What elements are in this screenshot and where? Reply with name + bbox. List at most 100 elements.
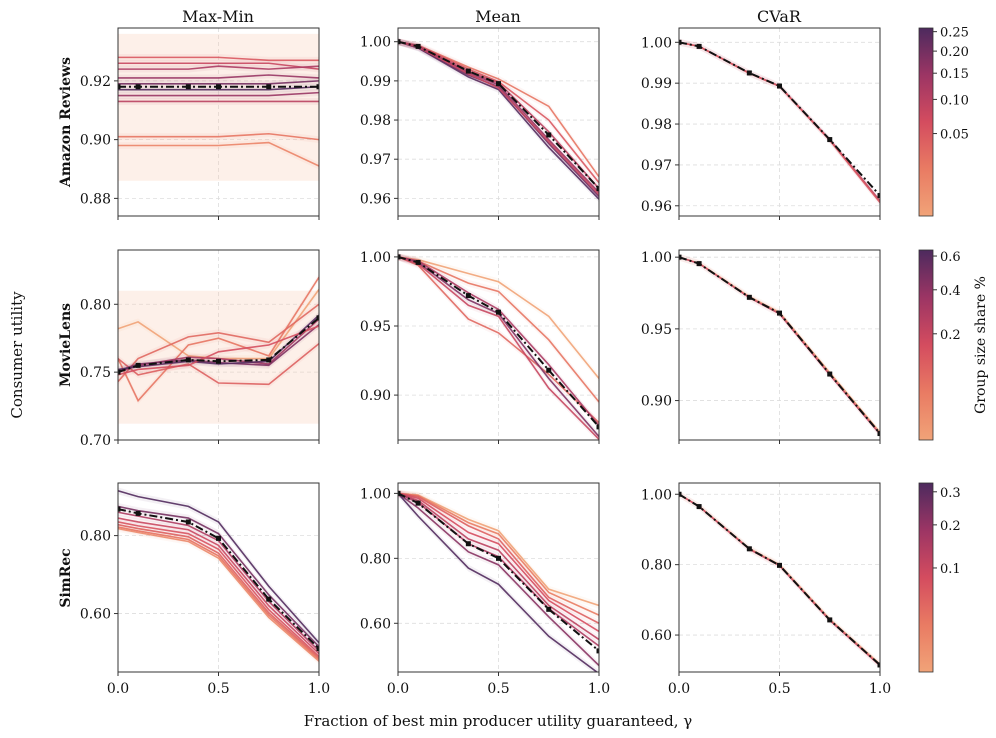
mean-marker bbox=[266, 84, 272, 90]
mean-line bbox=[118, 317, 319, 374]
col-title-mean: Mean bbox=[475, 7, 521, 26]
mean-marker bbox=[185, 519, 191, 525]
mean-marker bbox=[679, 254, 682, 260]
mean-line bbox=[118, 508, 319, 650]
colorbar-gradient bbox=[918, 27, 934, 217]
series-band bbox=[398, 489, 599, 609]
series-line bbox=[118, 325, 319, 376]
y-axis-title: Consumer utility bbox=[8, 291, 26, 419]
x-tick-label: 0.0 bbox=[387, 681, 409, 697]
mean-marker bbox=[746, 546, 752, 552]
series-line bbox=[118, 303, 319, 383]
mean-marker bbox=[465, 293, 471, 299]
mean-marker bbox=[316, 646, 319, 652]
series-line bbox=[118, 65, 319, 70]
row-title-movielens: MovieLens bbox=[58, 303, 74, 387]
series-line bbox=[118, 517, 319, 655]
series-line bbox=[118, 132, 319, 141]
plot-area bbox=[398, 38, 599, 203]
mean-marker bbox=[398, 254, 401, 260]
mean-marker bbox=[496, 309, 501, 315]
series-band bbox=[398, 489, 599, 672]
mean-marker bbox=[777, 310, 782, 316]
mean-marker bbox=[496, 81, 501, 87]
plot-area bbox=[118, 487, 319, 665]
mean-marker bbox=[827, 371, 833, 377]
uncertainty-band bbox=[118, 33, 319, 181]
mean-marker bbox=[679, 491, 682, 497]
series-line bbox=[398, 256, 599, 440]
colorbar-tick-label: 0.3 bbox=[940, 486, 961, 501]
y-tick-label: 0.80 bbox=[80, 529, 111, 545]
mean-marker bbox=[746, 294, 752, 300]
series-band bbox=[118, 139, 319, 170]
x-tick-label: 0.5 bbox=[768, 681, 790, 697]
y-tick-label: 0.98 bbox=[360, 113, 391, 129]
series-band bbox=[118, 89, 319, 99]
colorbar-tick-label: 0.10 bbox=[940, 93, 969, 108]
mean-line bbox=[679, 493, 880, 666]
series-band bbox=[118, 322, 319, 379]
grid bbox=[678, 250, 881, 440]
mean-marker bbox=[546, 367, 552, 373]
y-tick-label: 1.00 bbox=[641, 250, 672, 266]
x-axis-title: Fraction of best min producer utility gu… bbox=[304, 712, 693, 730]
mean-marker bbox=[596, 424, 599, 430]
series-band bbox=[118, 53, 319, 64]
panel-simrec-mean: 0.60 0.80 1.00 0.0 0.5 1.0 bbox=[360, 482, 610, 697]
x-tick-label: 0.0 bbox=[107, 681, 129, 697]
plot-area bbox=[398, 489, 599, 672]
mean-marker bbox=[777, 83, 782, 89]
colorbar-tick-label: 0.6 bbox=[940, 250, 961, 265]
series-band bbox=[118, 514, 319, 658]
mean-marker bbox=[877, 193, 880, 199]
mean-marker bbox=[316, 315, 319, 321]
y-tick-label: 0.90 bbox=[641, 394, 672, 410]
plot-area bbox=[679, 253, 880, 438]
series-band bbox=[398, 253, 599, 440]
mean-marker bbox=[266, 357, 272, 363]
mean-marker bbox=[746, 70, 752, 76]
mean-marker bbox=[398, 490, 401, 496]
series-line bbox=[118, 521, 319, 657]
series-line bbox=[118, 80, 319, 85]
mean-marker bbox=[777, 562, 782, 568]
panel-simrec-maxmin: 0.60 0.80 0.0 0.5 1.0 bbox=[80, 482, 330, 697]
mean-marker bbox=[135, 510, 141, 516]
mean-marker bbox=[415, 259, 421, 265]
mean-line bbox=[679, 41, 880, 197]
series-band bbox=[118, 62, 319, 73]
series-line bbox=[118, 526, 319, 661]
y-tick-label: 1.00 bbox=[360, 250, 391, 266]
mean-marker bbox=[877, 431, 880, 437]
panel-movielens-mean: 0.90 0.95 1.00 bbox=[360, 249, 600, 444]
panels: 0.88 0.90 0.92 0.96 0.97 0.98 0.99 1.00 0.96 0.97… bbox=[80, 27, 891, 697]
series-line bbox=[118, 511, 319, 652]
mean-marker bbox=[216, 84, 221, 90]
panel-amazon-mean: 0.96 0.97 0.98 0.99 1.00 bbox=[360, 27, 600, 220]
x-tick-label: 1.0 bbox=[869, 681, 891, 697]
plot-area bbox=[398, 253, 599, 440]
panel-movielens-maxmin: 0.70 0.75 0.80 bbox=[80, 249, 320, 449]
series-line bbox=[118, 523, 319, 659]
colorbar-tick-label: 0.4 bbox=[940, 284, 961, 299]
y-tick-label: 0.95 bbox=[360, 319, 391, 335]
plot-area bbox=[118, 273, 319, 424]
y-tick-label: 0.70 bbox=[80, 433, 111, 449]
colorbar-tick-label: 0.2 bbox=[940, 328, 961, 343]
y-tick-label: 0.60 bbox=[80, 607, 111, 623]
mean-marker bbox=[827, 617, 833, 623]
y-tick-label: 0.60 bbox=[360, 616, 391, 632]
series-line bbox=[118, 505, 319, 648]
mean-line bbox=[679, 256, 880, 435]
series-line bbox=[398, 492, 599, 672]
mean-line bbox=[398, 40, 599, 190]
x-tick-label: 1.0 bbox=[308, 681, 330, 697]
x-tick-label: 0.5 bbox=[207, 681, 229, 697]
y-tick-label: 0.80 bbox=[80, 297, 111, 313]
mean-marker bbox=[316, 84, 319, 90]
series-band bbox=[118, 71, 319, 82]
mean-marker bbox=[135, 362, 141, 368]
mean-marker bbox=[877, 662, 880, 668]
